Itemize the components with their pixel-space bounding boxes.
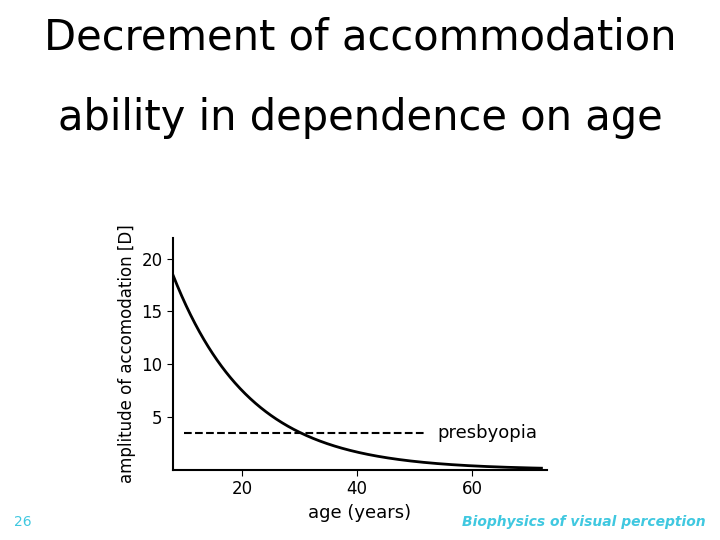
Text: Biophysics of visual perception: Biophysics of visual perception — [462, 515, 706, 529]
Y-axis label: amplitude of accomodation [D]: amplitude of accomodation [D] — [117, 224, 135, 483]
Text: ability in dependence on age: ability in dependence on age — [58, 97, 662, 139]
Text: presbyopia: presbyopia — [438, 424, 538, 442]
Text: Decrement of accommodation: Decrement of accommodation — [44, 16, 676, 58]
Text: 26: 26 — [14, 515, 32, 529]
X-axis label: age (years): age (years) — [308, 504, 412, 522]
